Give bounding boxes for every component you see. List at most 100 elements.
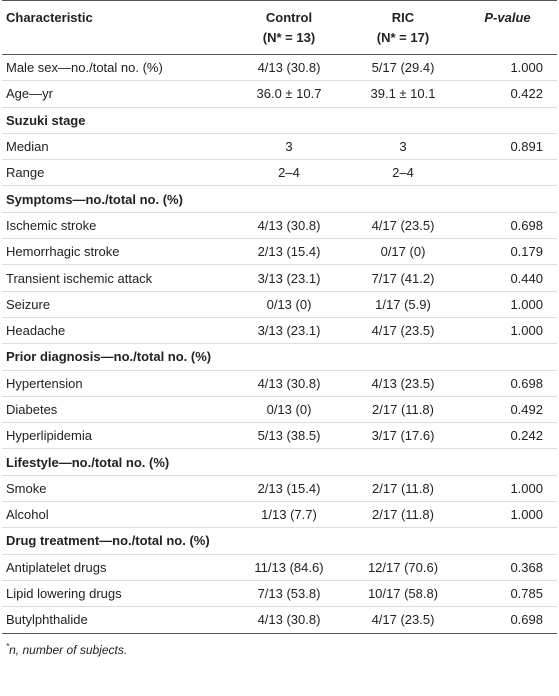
cell: 0.422 xyxy=(458,80,557,108)
cell: 2–4 xyxy=(230,159,348,187)
cell: 2/13 (15.4) xyxy=(230,238,348,266)
header-cell: Characteristic xyxy=(2,0,230,55)
data-row: Smoke 2/13 (15.4) 2/17 (11.8) 1.000 xyxy=(2,475,557,503)
header-cell: Control (N* = 13) xyxy=(230,0,348,55)
cell: 4/17 (23.5) xyxy=(348,212,458,240)
data-row: Age—yr 36.0 ± 10.7 39.1 ± 10.1 0.422 xyxy=(2,80,557,108)
cell: 4/17 (23.5) xyxy=(348,317,458,345)
cell: 39.1 ± 10.1 xyxy=(348,80,458,108)
cell: 0.368 xyxy=(458,554,557,581)
data-row: Ischemic stroke 4/13 (30.8) 4/17 (23.5) 0.6… xyxy=(2,212,557,240)
cell: 36.0 ± 10.7 xyxy=(230,80,348,108)
section-label: Symptoms—no./total no. (%) xyxy=(2,185,557,213)
cell: 0.242 xyxy=(458,422,557,450)
cell: 7/17 (41.2) xyxy=(348,264,458,292)
cell: Hypertension xyxy=(2,370,230,397)
data-row: Alcohol 1/13 (7.7) 2/17 (11.8) 1.000 xyxy=(2,501,557,529)
cell: 2/17 (11.8) xyxy=(348,501,458,529)
cell: Range xyxy=(2,159,230,187)
cell: Seizure xyxy=(2,291,230,318)
cell: Lipid lowering drugs xyxy=(2,580,230,608)
cell: 11/13 (84.6) xyxy=(230,554,348,581)
cell: 0.891 xyxy=(458,133,557,161)
section-label: Suzuki stage xyxy=(2,107,557,134)
cell: 3/13 (23.1) xyxy=(230,264,348,292)
header-subtitle: (N* = 13) xyxy=(262,30,316,45)
data-row: Median 3 3 0.891 xyxy=(2,133,557,161)
cell: 1.000 xyxy=(458,317,557,345)
data-table: Characteristic Control (N* = 13) RIC (N* = 1… xyxy=(2,0,557,634)
cell: Alcohol xyxy=(2,501,230,529)
cell: 4/13 (30.8) xyxy=(230,54,348,82)
cell: 4/13 (30.8) xyxy=(230,370,348,397)
cell: 4/13 (30.8) xyxy=(230,212,348,240)
cell: 2/17 (11.8) xyxy=(348,475,458,503)
cell: 2/17 (11.8) xyxy=(348,396,458,424)
cell: 0.785 xyxy=(458,580,557,608)
cell: 3 xyxy=(230,133,348,161)
cell: 2–4 xyxy=(348,159,458,187)
cell: 0.440 xyxy=(458,264,557,292)
data-row: Range 2–4 2–4 xyxy=(2,159,557,187)
cell: 0.698 xyxy=(458,370,557,397)
footnote-text: n, number of subjects. xyxy=(9,642,128,657)
cell: Smoke xyxy=(2,475,230,503)
cell: Male sex—no./total no. (%) xyxy=(2,54,230,82)
section-row: Prior diagnosis—no./total no. (%) xyxy=(2,343,557,371)
data-row: Transient ischemic attack 3/13 (23.1) 7/17… xyxy=(2,264,557,292)
data-row: Hemorrhagic stroke 2/13 (15.4) 0/17 (0) 0.1… xyxy=(2,238,557,266)
header-cell: P-value xyxy=(458,0,557,55)
data-row: Antiplatelet drugs 11/13 (84.6) 12/17 (70.… xyxy=(2,554,557,581)
header-subtitle: (N* = 17) xyxy=(376,30,430,45)
cell: Hemorrhagic stroke xyxy=(2,238,230,266)
cell: 0.698 xyxy=(458,212,557,240)
cell: 0.492 xyxy=(458,396,557,424)
cell: 1.000 xyxy=(458,291,557,318)
cell: 5/17 (29.4) xyxy=(348,54,458,82)
cell: Transient ischemic attack xyxy=(2,264,230,292)
section-row: Drug treatment—no./total no. (%) xyxy=(2,527,557,555)
cell: 4/17 (23.5) xyxy=(348,606,458,634)
data-row: Hypertension 4/13 (30.8) 4/13 (23.5) 0.698 xyxy=(2,370,557,397)
cell: 3 xyxy=(348,133,458,161)
header-label: Control xyxy=(265,10,313,25)
section-row: Suzuki stage xyxy=(2,107,557,134)
data-row: Male sex—no./total no. (%) 4/13 (30.8) 5/1… xyxy=(2,54,557,82)
table-body: Male sex—no./total no. (%) 4/13 (30.8) 5/1… xyxy=(2,54,557,634)
data-row: Lipid lowering drugs 7/13 (53.8) 10/17 (58… xyxy=(2,580,557,608)
cell: Antiplatelet drugs xyxy=(2,554,230,581)
cell: 0/13 (0) xyxy=(230,291,348,318)
cell: Ischemic stroke xyxy=(2,212,230,240)
cell: Hyperlipidemia xyxy=(2,422,230,450)
cell: 1.000 xyxy=(458,501,557,529)
cell: Diabetes xyxy=(2,396,230,424)
cell: 4/13 (30.8) xyxy=(230,606,348,634)
header-cell: RIC (N* = 17) xyxy=(348,0,458,55)
cell: 0/17 (0) xyxy=(348,238,458,266)
cell: Butylphthalide xyxy=(2,606,230,634)
cell: 4/13 (23.5) xyxy=(348,370,458,397)
footnote-mark: * xyxy=(6,641,10,651)
cell: Median xyxy=(2,133,230,161)
section-label: Prior diagnosis—no./total no. (%) xyxy=(2,343,557,371)
header-row: Characteristic Control (N* = 13) RIC (N* = 1… xyxy=(2,0,557,55)
cell: 1/17 (5.9) xyxy=(348,291,458,318)
cell: 1/13 (7.7) xyxy=(230,501,348,529)
cell: 3/17 (17.6) xyxy=(348,422,458,450)
cell: 0.698 xyxy=(458,606,557,634)
cell: 1.000 xyxy=(458,54,557,82)
header-label: RIC xyxy=(391,10,415,25)
cell: 12/17 (70.6) xyxy=(348,554,458,581)
data-row: Hyperlipidemia 5/13 (38.5) 3/17 (17.6) 0.24… xyxy=(2,422,557,450)
header-label: P-value xyxy=(484,10,531,25)
section-label: Drug treatment—no./total no. (%) xyxy=(2,527,557,555)
cell: 0/13 (0) xyxy=(230,396,348,424)
section-row: Lifestyle—no./total no. (%) xyxy=(2,448,557,476)
cell: 1.000 xyxy=(458,475,557,503)
data-row: Seizure 0/13 (0) 1/17 (5.9) 1.000 xyxy=(2,291,557,318)
cell xyxy=(458,159,557,187)
data-row: Butylphthalide 4/13 (30.8) 4/17 (23.5) 0.69… xyxy=(2,606,557,634)
cell: 2/13 (15.4) xyxy=(230,475,348,503)
cell: 7/13 (53.8) xyxy=(230,580,348,608)
